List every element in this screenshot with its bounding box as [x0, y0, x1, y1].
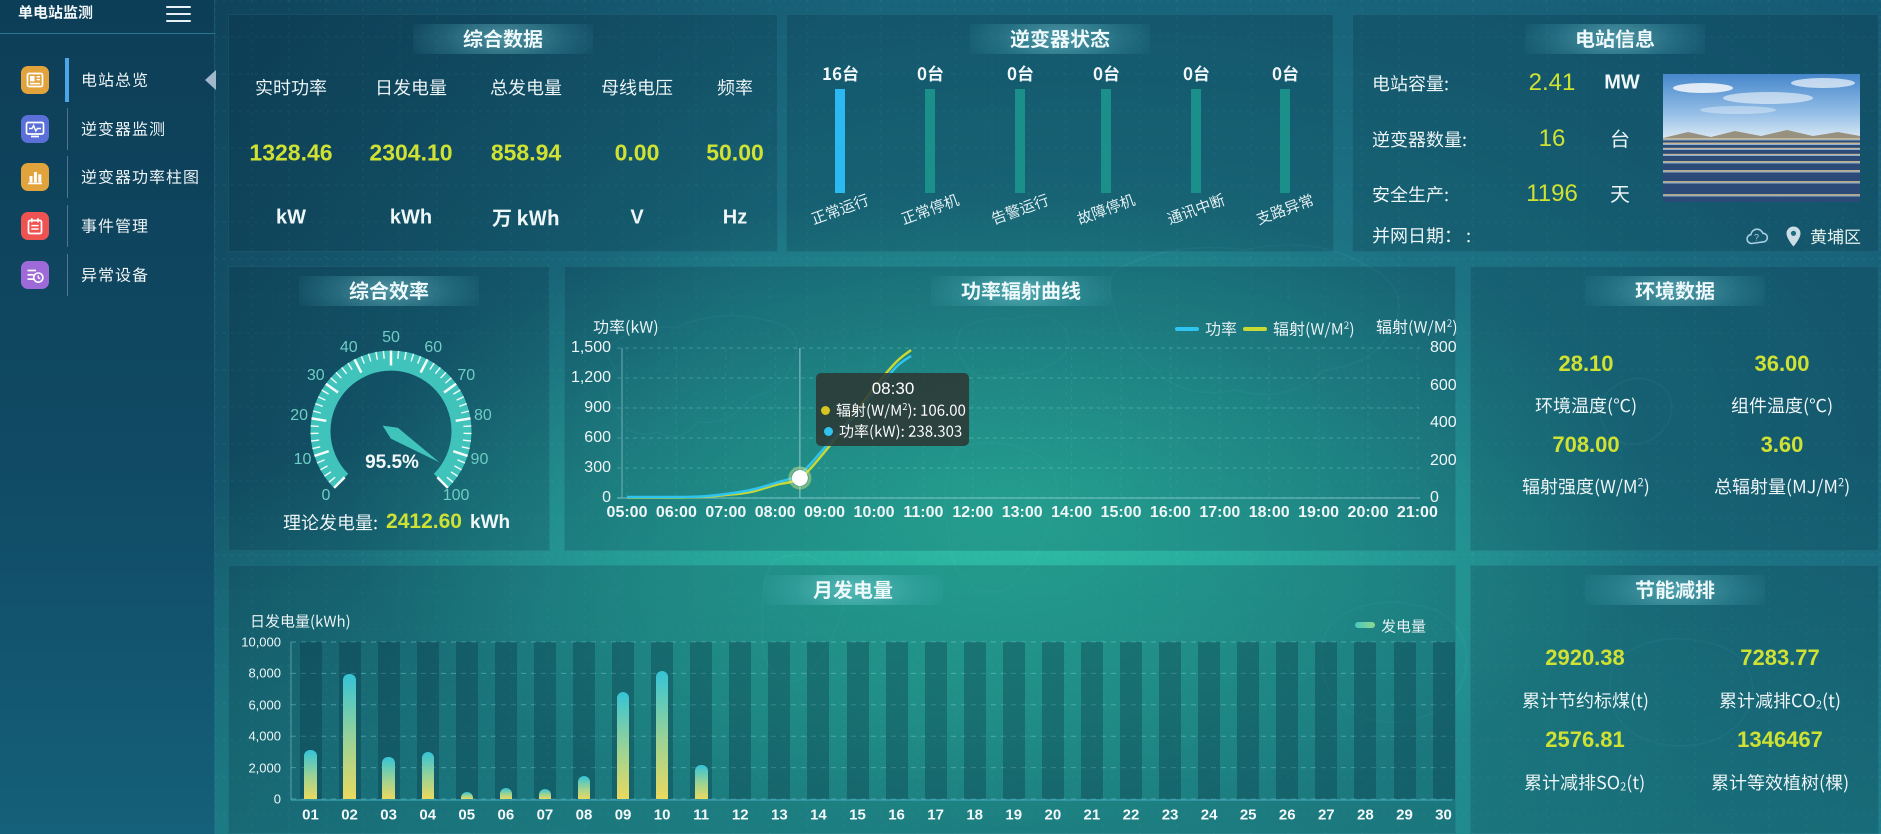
- svg-text:?: ?: [1754, 233, 1759, 243]
